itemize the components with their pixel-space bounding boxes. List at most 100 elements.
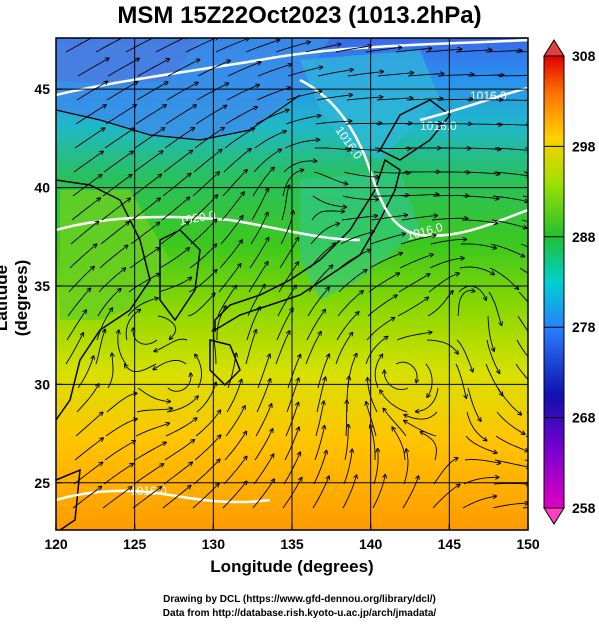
streamline xyxy=(278,262,299,293)
streamline xyxy=(162,173,191,197)
streamline xyxy=(255,404,272,437)
streamline xyxy=(428,273,459,293)
streamline xyxy=(223,456,247,485)
streamline xyxy=(398,274,430,293)
streamline xyxy=(66,310,87,341)
streamline xyxy=(315,401,324,437)
streamline xyxy=(197,60,230,77)
streamline xyxy=(194,435,221,461)
streamline xyxy=(133,151,163,173)
streamline xyxy=(368,273,400,293)
streamline xyxy=(251,188,269,221)
streamline xyxy=(226,85,260,101)
colorbar-bottom-arrow xyxy=(543,507,565,525)
streamline xyxy=(222,481,247,509)
streamline xyxy=(402,194,439,196)
streamline xyxy=(494,147,528,151)
streamline xyxy=(166,396,198,413)
wind-streamlines xyxy=(65,38,528,509)
streamline xyxy=(73,462,103,485)
streamline xyxy=(124,364,157,373)
streamline xyxy=(490,243,525,257)
streamline xyxy=(392,427,406,461)
streamline xyxy=(130,222,160,245)
streamline xyxy=(194,127,225,149)
streamline xyxy=(317,354,329,389)
streamline xyxy=(248,261,268,293)
colorbar-label: 308 xyxy=(572,48,596,64)
streamline xyxy=(311,211,345,221)
streamline xyxy=(101,198,131,221)
streamline xyxy=(281,185,289,221)
streamline xyxy=(196,382,216,413)
streamline xyxy=(104,441,135,461)
contour-label: 1016.0 xyxy=(470,89,507,103)
streamline xyxy=(167,373,191,392)
streamline xyxy=(276,308,293,341)
streamline xyxy=(167,59,200,77)
streamline xyxy=(373,172,410,173)
streamline xyxy=(221,192,244,221)
streamline xyxy=(224,431,247,461)
streamline xyxy=(315,121,352,125)
streamline xyxy=(193,149,222,173)
streamline xyxy=(162,485,191,509)
streamline xyxy=(252,167,274,197)
streamline xyxy=(275,331,290,365)
streamline xyxy=(404,411,438,420)
streamline xyxy=(365,336,388,365)
streamline xyxy=(74,438,103,461)
colorbar-label: 298 xyxy=(572,138,596,154)
streamline xyxy=(431,218,468,220)
colorbar-label: 278 xyxy=(572,319,596,335)
streamline xyxy=(396,332,432,341)
streamline xyxy=(118,330,127,365)
streamline xyxy=(218,264,241,293)
streamline xyxy=(374,354,383,389)
streamline xyxy=(245,40,280,53)
streamline xyxy=(107,58,139,77)
streamline xyxy=(73,151,103,173)
streamline xyxy=(287,67,323,77)
streamline xyxy=(496,411,525,434)
streamline xyxy=(247,284,265,317)
china-coast xyxy=(56,179,151,421)
streamline xyxy=(190,219,217,245)
streamline xyxy=(462,195,499,199)
streamline xyxy=(72,175,102,197)
streamline xyxy=(255,110,289,125)
streamline xyxy=(254,429,273,461)
streamline xyxy=(342,195,379,199)
streamline xyxy=(132,487,162,509)
streamline xyxy=(279,237,299,269)
streamline xyxy=(489,267,519,290)
streamline xyxy=(103,463,134,485)
streamline xyxy=(254,131,286,149)
streamline xyxy=(425,49,462,53)
x-tick-label: 135 xyxy=(280,536,304,552)
streamline xyxy=(253,149,282,173)
streamline xyxy=(245,330,256,365)
streamline xyxy=(430,239,467,245)
streamline xyxy=(283,452,300,485)
streamline xyxy=(95,38,128,53)
streamline xyxy=(286,91,322,101)
streamline xyxy=(249,237,269,269)
streamline xyxy=(493,171,528,176)
streamline xyxy=(403,449,408,485)
y-tick-label: 40 xyxy=(34,180,50,196)
x-tick-label: 120 xyxy=(44,536,68,552)
streamline xyxy=(188,270,217,293)
streamline xyxy=(309,243,336,269)
streamline xyxy=(72,486,102,509)
streamline xyxy=(488,291,502,326)
streamline xyxy=(216,306,226,340)
streamline xyxy=(219,240,242,269)
streamline xyxy=(400,235,436,245)
streamline xyxy=(105,105,136,125)
y-tick-label: 30 xyxy=(34,376,50,392)
streamline xyxy=(491,219,527,228)
streamline xyxy=(252,479,274,509)
colorbar-label: 258 xyxy=(572,500,596,516)
streamline xyxy=(217,285,237,317)
